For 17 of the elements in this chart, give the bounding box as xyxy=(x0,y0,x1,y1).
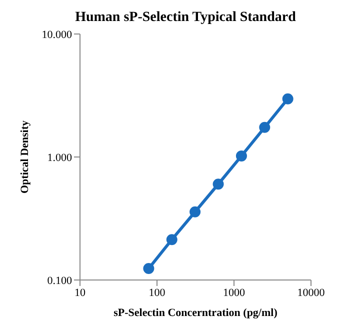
point xyxy=(282,93,294,104)
x-tick-label: 100 xyxy=(148,286,166,299)
point xyxy=(143,263,154,274)
y-axis-title: Optical Density xyxy=(18,120,31,194)
point xyxy=(236,150,247,162)
chart-title: Human sP-Selectin Typical Standard xyxy=(74,9,297,26)
x-tick-label: 1000 xyxy=(223,286,246,299)
y-tick-label: 0.100 xyxy=(47,274,72,287)
point xyxy=(190,206,201,218)
x-tick-label: 10 xyxy=(74,286,86,299)
point xyxy=(212,178,224,190)
y-tick-label: 1.000 xyxy=(47,152,72,164)
x-axis-title: sP-Selectin Concerntration (pg/ml) xyxy=(114,307,278,319)
point xyxy=(166,234,178,246)
point xyxy=(259,122,270,133)
x-tick-label: 10000 xyxy=(297,286,326,299)
y-tick-label: 10.000 xyxy=(42,28,72,41)
